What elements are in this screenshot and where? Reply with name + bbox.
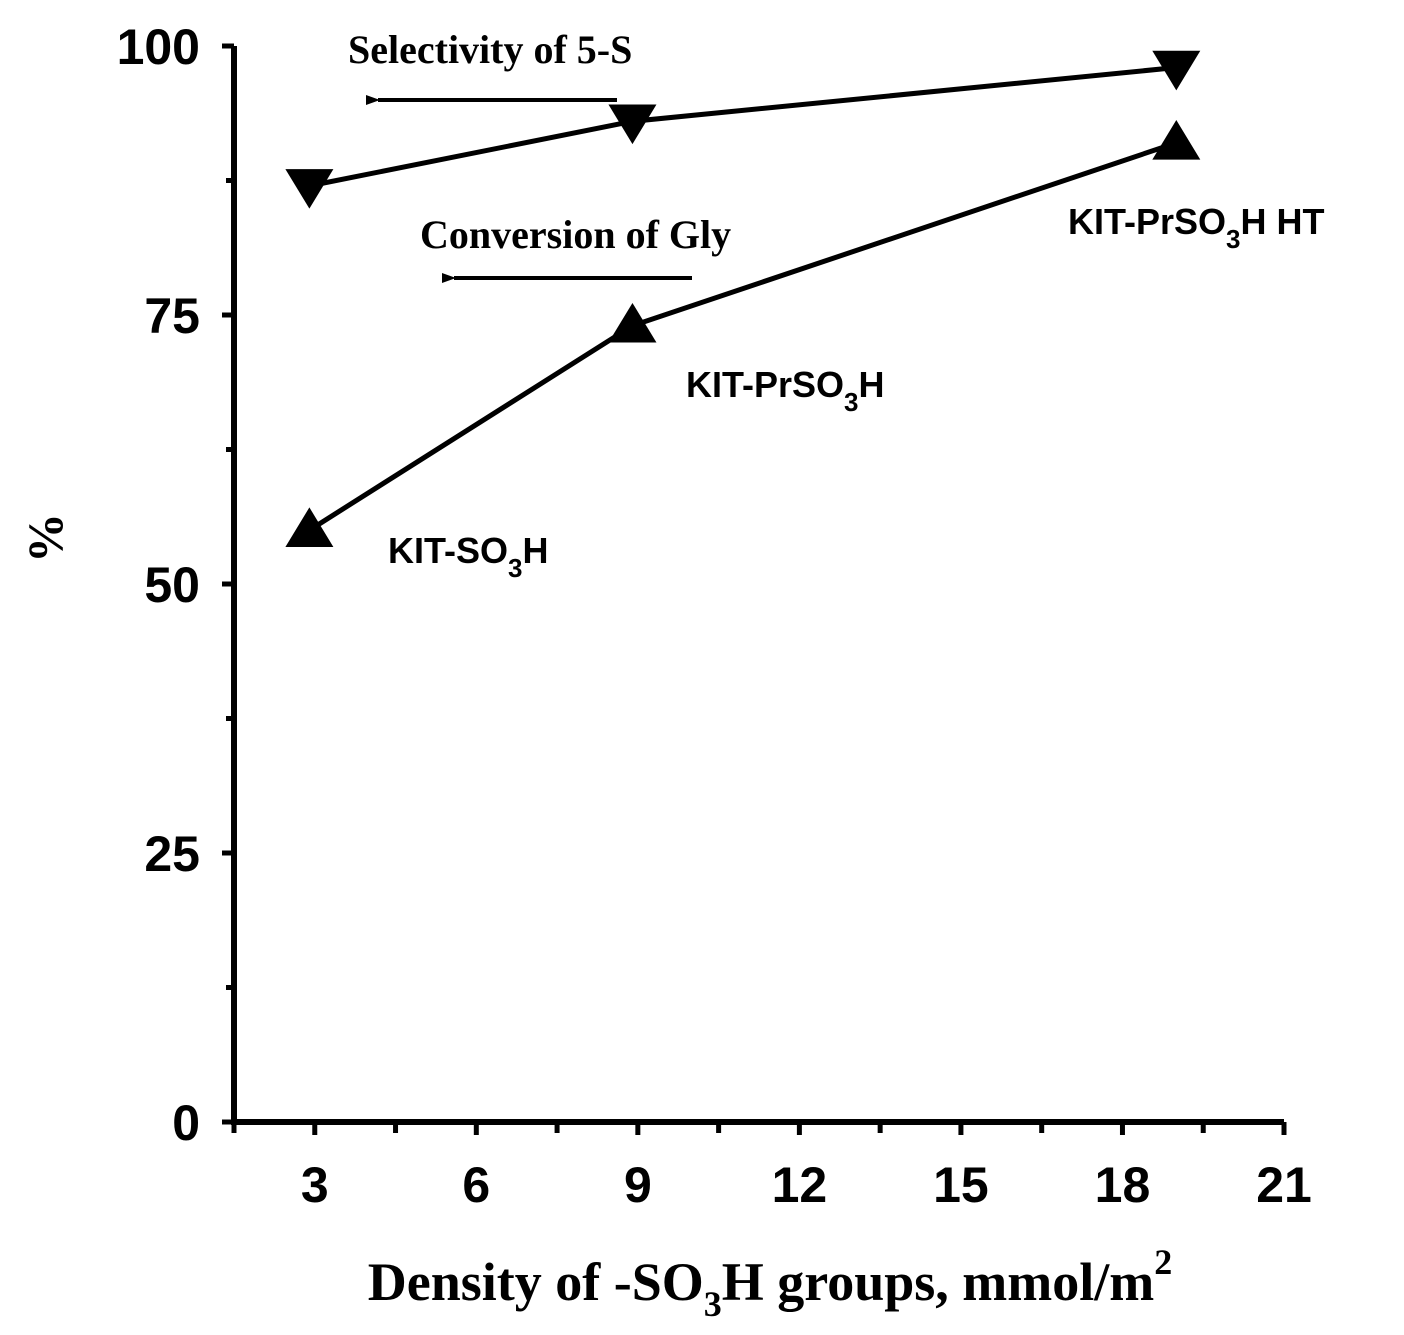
data-point-1 <box>608 104 657 145</box>
point-label-3-sub: 3 <box>1226 224 1240 254</box>
x-axis-title-main: Density of -SO <box>368 1252 704 1312</box>
svg-text:KIT-PrSO3H: KIT-PrSO3H <box>686 364 885 417</box>
data-point-1 <box>285 169 334 209</box>
data-point-2 <box>1152 120 1201 160</box>
y-axis-title: % <box>17 513 73 563</box>
x-axis-title-sub: 3 <box>704 1284 722 1324</box>
x-axis-title: Density of -SO3H groups, mmol/m2 <box>368 1242 1173 1324</box>
series-label-conversion: Conversion of Gly <box>420 212 731 257</box>
y-tick-label: 25 <box>144 826 200 882</box>
series-line-2 <box>308 140 1178 533</box>
y-tick-label: 100 <box>117 19 200 75</box>
x-tick-label: 21 <box>1256 1157 1312 1213</box>
x-ticks: 3 6 9 12 15 18 21 <box>231 1122 1312 1213</box>
x-axis-title-mid: H groups, mmol/m <box>722 1252 1155 1312</box>
point-label-2-main: KIT-PrSO <box>686 364 844 405</box>
x-tick-label: 9 <box>624 1157 652 1213</box>
series-layer <box>285 50 1201 547</box>
data-point-2 <box>285 507 334 547</box>
x-tick-label: 3 <box>301 1157 329 1213</box>
x-tick-label: 12 <box>772 1157 828 1213</box>
point-label-2-end: H <box>859 364 885 405</box>
point-label-1: KIT-SO3H <box>388 530 548 583</box>
y-tick-label: 0 <box>172 1095 200 1151</box>
point-label-1-sub: 3 <box>508 553 522 583</box>
point-label-2: KIT-PrSO3H <box>686 364 885 417</box>
y-tick-label: 50 <box>144 557 200 613</box>
y-tick-label: 75 <box>144 288 200 344</box>
point-label-1-main: KIT-SO <box>388 530 508 571</box>
point-label-3-end: H HT <box>1241 201 1325 242</box>
point-label-3-main: KIT-PrSO <box>1068 201 1226 242</box>
y-ticks: 0 25 50 75 100 <box>117 19 234 1151</box>
svg-text:KIT-SO3H: KIT-SO3H <box>388 530 548 583</box>
point-label-2-sub: 3 <box>844 387 858 417</box>
series-label-selectivity: Selectivity of 5-S <box>348 27 632 72</box>
point-label-1-end: H <box>522 530 548 571</box>
x-tick-label: 18 <box>1095 1157 1151 1213</box>
selectivity-annotation: Selectivity of 5-S <box>348 27 632 105</box>
x-axis-title-sup: 2 <box>1154 1242 1172 1282</box>
series-line-1 <box>308 65 1177 189</box>
point-label-3: KIT-PrSO3H HT <box>1068 201 1325 254</box>
data-point-2 <box>608 302 657 343</box>
data-point-1 <box>1152 50 1201 91</box>
x-tick-label: 6 <box>462 1157 490 1213</box>
conversion-annotation: Conversion of Gly <box>420 212 731 283</box>
svg-text:KIT-PrSO3H HT: KIT-PrSO3H HT <box>1068 201 1325 254</box>
x-tick-label: 15 <box>933 1157 989 1213</box>
